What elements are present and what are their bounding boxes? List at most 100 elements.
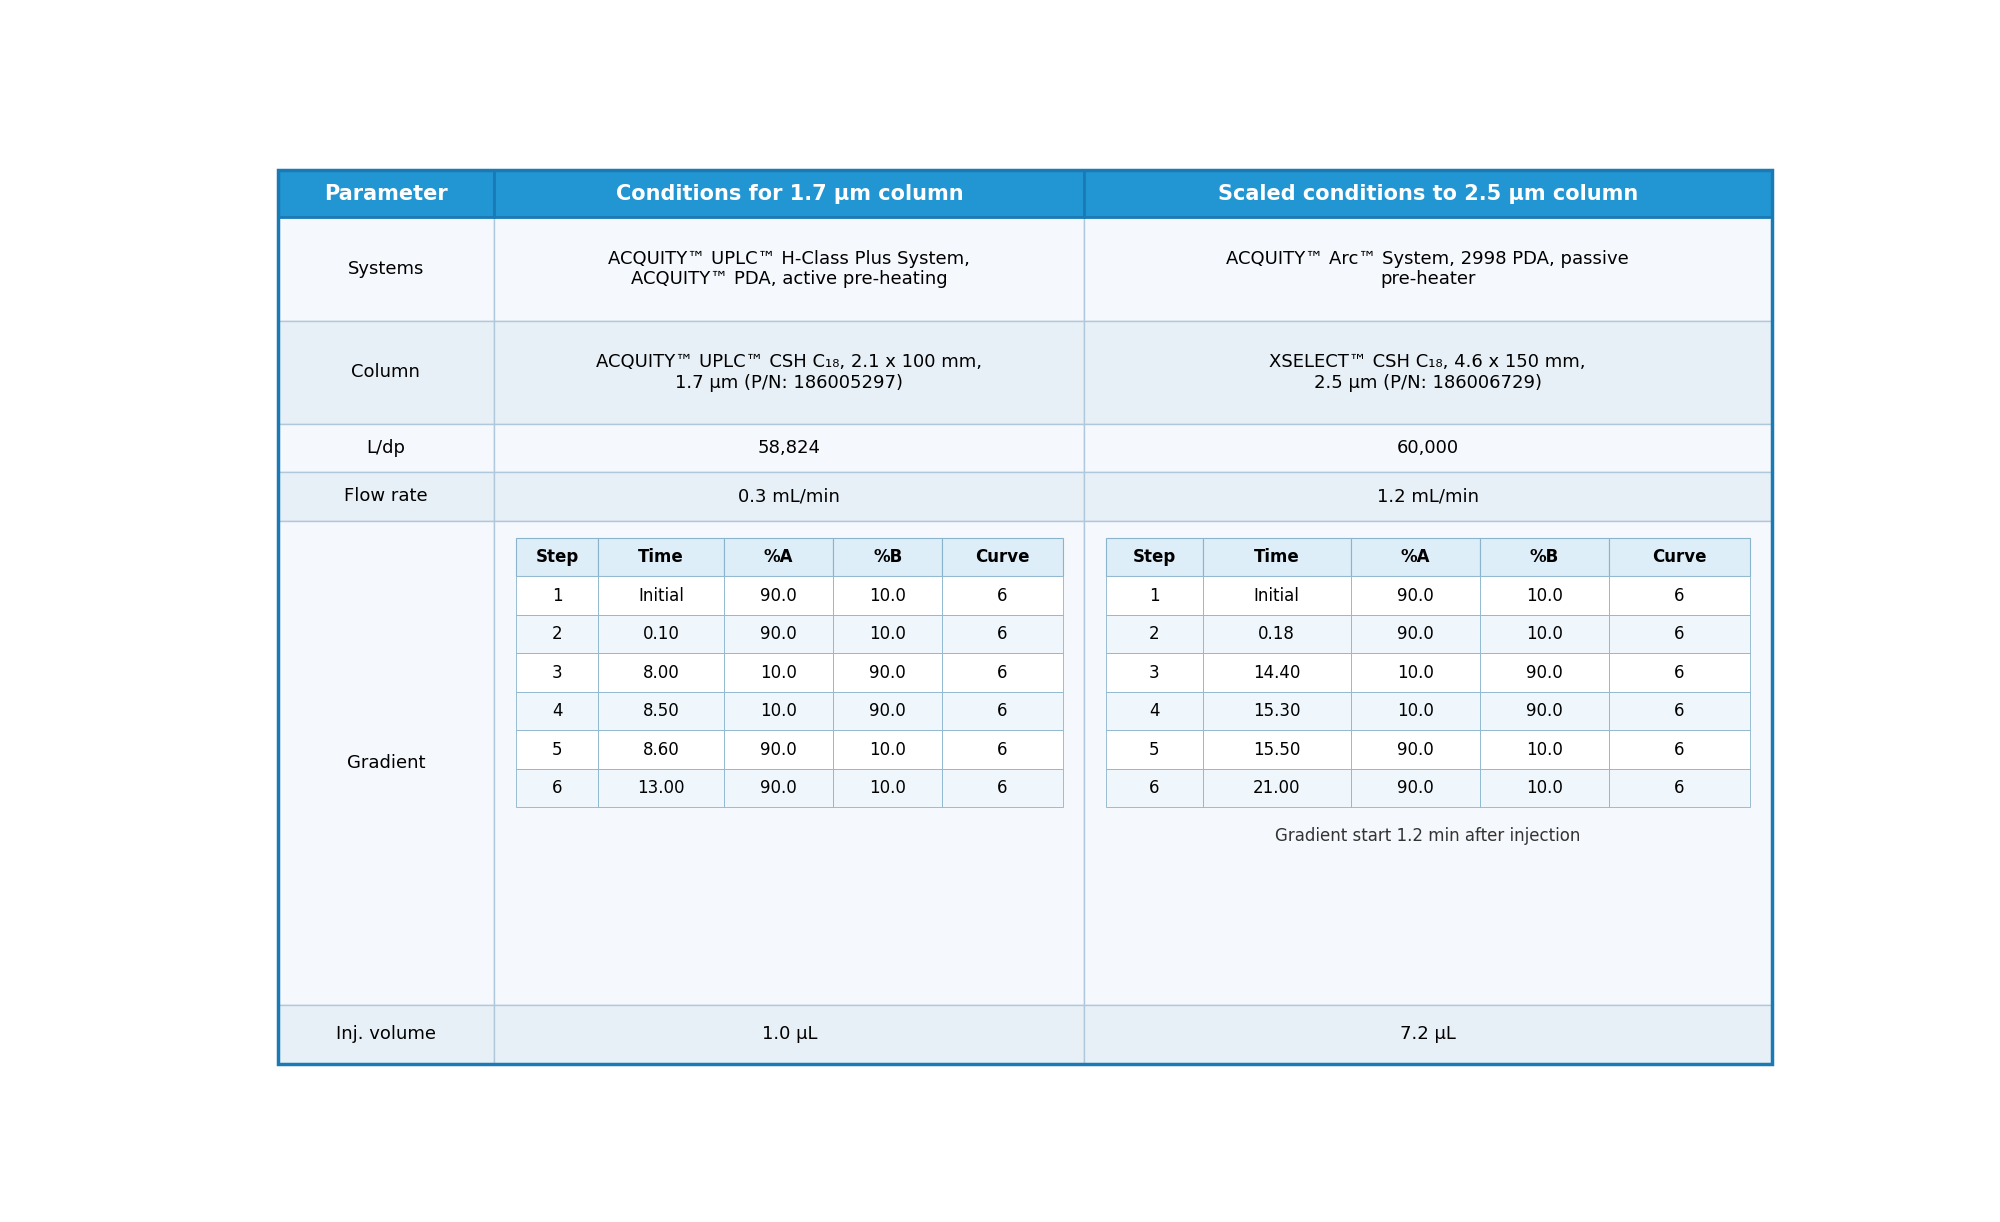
Bar	[494, 424, 1084, 473]
Bar	[1084, 521, 1772, 1006]
Bar	[494, 1006, 1084, 1064]
Text: 10.0: 10.0	[1526, 780, 1562, 797]
Bar	[834, 731, 942, 769]
Text: 2: 2	[1148, 624, 1160, 643]
Text: 3: 3	[552, 664, 562, 682]
Bar	[834, 692, 942, 731]
Text: 58,824: 58,824	[758, 439, 820, 457]
Text: Flow rate: Flow rate	[344, 488, 428, 505]
Text: 90.0: 90.0	[760, 587, 796, 605]
Bar	[278, 170, 494, 218]
Text: Time: Time	[638, 547, 684, 566]
Text: 6: 6	[1674, 587, 1684, 605]
Bar	[516, 615, 598, 654]
Bar	[1480, 654, 1608, 692]
Bar	[1202, 615, 1350, 654]
Bar	[1106, 538, 1202, 577]
Bar	[516, 769, 598, 808]
Text: 1.2 mL/min: 1.2 mL/min	[1376, 488, 1478, 505]
Bar	[598, 731, 724, 769]
Bar	[834, 577, 942, 615]
Text: 0.18: 0.18	[1258, 624, 1296, 643]
Text: 15.30: 15.30	[1252, 703, 1300, 720]
Bar	[516, 577, 598, 615]
Text: 10.0: 10.0	[1396, 664, 1434, 682]
Bar	[598, 615, 724, 654]
Text: Step: Step	[536, 547, 578, 566]
Text: 3: 3	[1148, 664, 1160, 682]
Bar	[494, 170, 1084, 218]
Bar	[942, 577, 1062, 615]
Text: 1: 1	[1148, 587, 1160, 605]
Text: 8.50: 8.50	[642, 703, 680, 720]
Bar	[1350, 538, 1480, 577]
Bar	[1202, 731, 1350, 769]
Text: 21.00: 21.00	[1252, 780, 1300, 797]
Bar	[942, 615, 1062, 654]
Text: 0.3 mL/min: 0.3 mL/min	[738, 488, 840, 505]
Text: 90.0: 90.0	[760, 624, 796, 643]
Bar	[1084, 424, 1772, 473]
Bar	[1106, 577, 1202, 615]
Bar	[1202, 769, 1350, 808]
Text: 90.0: 90.0	[1396, 741, 1434, 759]
Text: Column: Column	[352, 363, 420, 381]
Bar	[724, 731, 834, 769]
Text: 10.0: 10.0	[870, 587, 906, 605]
Bar	[598, 769, 724, 808]
Bar	[1202, 692, 1350, 731]
Bar	[278, 218, 494, 320]
Bar	[1608, 615, 1750, 654]
Bar	[724, 615, 834, 654]
Text: 6: 6	[998, 780, 1008, 797]
Text: 90.0: 90.0	[1396, 587, 1434, 605]
Bar	[278, 424, 494, 473]
Bar	[1608, 654, 1750, 692]
Bar	[1350, 692, 1480, 731]
Text: 6: 6	[1674, 703, 1684, 720]
Bar	[516, 692, 598, 731]
Bar	[1480, 731, 1608, 769]
Bar	[494, 320, 1084, 424]
Bar	[1480, 577, 1608, 615]
Text: Initial: Initial	[638, 587, 684, 605]
Bar	[1106, 615, 1202, 654]
Bar	[1608, 692, 1750, 731]
Bar	[1202, 577, 1350, 615]
Text: Curve: Curve	[976, 547, 1030, 566]
Text: 8.00: 8.00	[642, 664, 680, 682]
Bar	[598, 577, 724, 615]
Bar	[1480, 615, 1608, 654]
Text: 6: 6	[998, 664, 1008, 682]
Text: ACQUITY™ UPLC™ CSH C₁₈, 2.1 x 100 mm,
1.7 µm (P/N: 186005297): ACQUITY™ UPLC™ CSH C₁₈, 2.1 x 100 mm, 1.…	[596, 353, 982, 391]
Bar	[724, 769, 834, 808]
Bar	[1106, 769, 1202, 808]
Bar	[942, 692, 1062, 731]
Bar	[1608, 538, 1750, 577]
Bar	[516, 654, 598, 692]
Text: 6: 6	[1674, 741, 1684, 759]
Text: Inj. volume: Inj. volume	[336, 1025, 436, 1044]
Text: 4: 4	[552, 703, 562, 720]
Text: 13.00: 13.00	[638, 780, 684, 797]
Text: 90.0: 90.0	[760, 780, 796, 797]
Text: 90.0: 90.0	[1396, 780, 1434, 797]
Text: 14.40: 14.40	[1252, 664, 1300, 682]
Bar	[1202, 538, 1350, 577]
Bar	[278, 1006, 494, 1064]
Text: 90.0: 90.0	[870, 703, 906, 720]
Text: 10.0: 10.0	[760, 703, 796, 720]
Bar	[1608, 769, 1750, 808]
Text: Parameter: Parameter	[324, 183, 448, 204]
Bar	[494, 218, 1084, 320]
Text: 6: 6	[998, 703, 1008, 720]
Bar	[1350, 769, 1480, 808]
Bar	[1106, 731, 1202, 769]
Bar	[724, 692, 834, 731]
Bar	[834, 538, 942, 577]
Text: 5: 5	[552, 741, 562, 759]
Text: 6: 6	[1148, 780, 1160, 797]
Bar	[724, 654, 834, 692]
Text: ACQUITY™ Arc™ System, 2998 PDA, passive
pre-heater: ACQUITY™ Arc™ System, 2998 PDA, passive …	[1226, 249, 1630, 288]
Text: 10.0: 10.0	[760, 664, 796, 682]
